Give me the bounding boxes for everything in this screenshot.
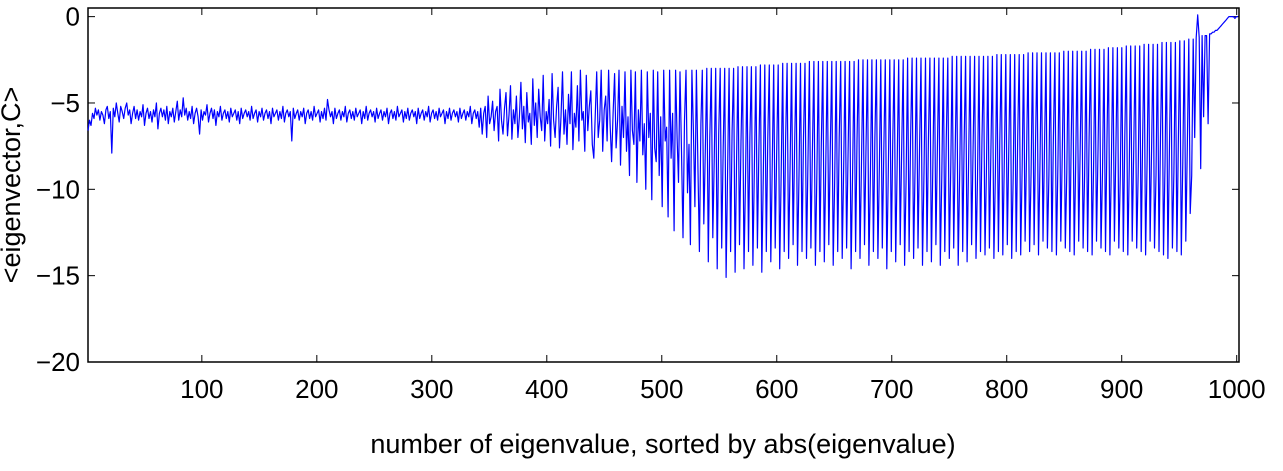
x-tick-label: 500 bbox=[640, 374, 683, 404]
y-tick-label: −5 bbox=[50, 88, 80, 118]
x-tick-label: 100 bbox=[180, 374, 223, 404]
x-axis-title: number of eigenvalue, sorted by abs(eige… bbox=[370, 429, 955, 459]
y-axis-ticks: 0 −5 −10 −15 −20 bbox=[36, 2, 1239, 377]
y-axis-title: <eigenvector,C> bbox=[0, 87, 26, 284]
series bbox=[87, 14, 1238, 278]
x-tick-label: 1000 bbox=[1208, 374, 1266, 404]
x-tick-label: 200 bbox=[295, 374, 338, 404]
x-tick-label: 700 bbox=[870, 374, 913, 404]
y-tick-label: −15 bbox=[36, 261, 80, 291]
x-tick-label: 300 bbox=[410, 374, 453, 404]
x-tick-label: 900 bbox=[1100, 374, 1143, 404]
x-tick-label: 400 bbox=[525, 374, 568, 404]
x-axis-ticks: 100 200 300 400 500 600 700 800 900 1000 bbox=[180, 8, 1266, 404]
y-tick-label: 0 bbox=[66, 2, 80, 32]
x-tick-label: 600 bbox=[755, 374, 798, 404]
x-tick-label: 800 bbox=[985, 374, 1028, 404]
series-line bbox=[87, 14, 1238, 278]
y-tick-label: −10 bbox=[36, 174, 80, 204]
y-tick-label: −20 bbox=[36, 347, 80, 377]
